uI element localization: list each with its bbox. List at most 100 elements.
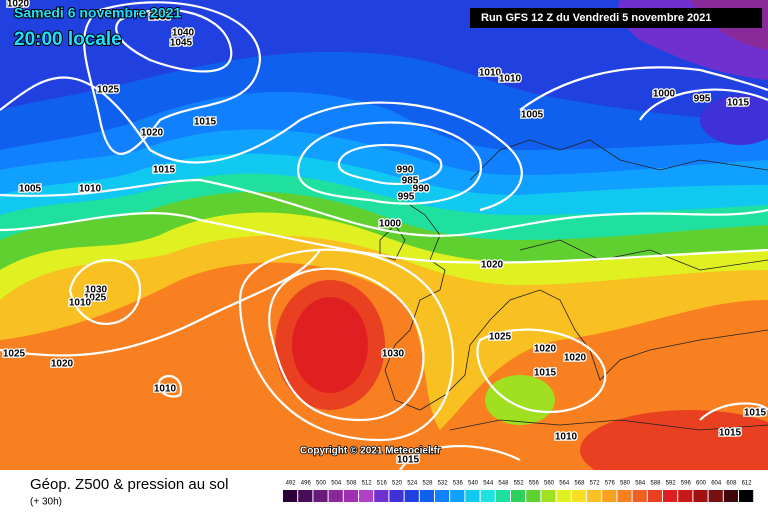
legend-title: Géop. Z500 & pression au sol [30,476,228,493]
isobar-label: 1010 [69,298,92,309]
colorbar-swatch [663,490,678,502]
isobar-label: 1005 [521,110,544,121]
colorbar-swatch [556,490,571,502]
isobar-label: 1010 [154,384,177,395]
isobar-label: 1020 [141,128,164,139]
colorbar-swatch [374,490,389,502]
geopotential-field [0,0,768,490]
isobar-label: 1015 [153,165,176,176]
isobar-label: 1010 [555,432,578,443]
colorbar-swatch [541,490,556,502]
colorbar-label: 540 [468,481,479,487]
isobar-label: 1015 [719,428,742,439]
colorbar-swatch [632,490,647,502]
colorbar-label: 504 [331,481,342,487]
run-info: Run GFS 12 Z du Vendredi 5 novembre 2021 [481,12,711,24]
isobar-label: 1020 [481,260,504,271]
colorbar-swatch [495,490,510,502]
colorbar-label: 508 [346,481,357,487]
colorbar: 492 496 500 504 508 512 516 520 524 528 532 536 540 5… [283,481,754,502]
isobar-label: 1020 [564,353,587,364]
colorbar-label: 556 [529,481,540,487]
colorbar-swatch [480,490,495,502]
isobar-label: 1025 [489,332,512,343]
colorbar-label: 544 [483,481,494,487]
isobar-label: 1030 [382,349,405,360]
isobar-label: 1010 [479,68,502,79]
colorbar-label: 552 [514,481,525,487]
colorbar-label: 520 [392,481,403,487]
isobar-label: 990 [413,184,430,195]
isobar-label: 1025 [3,349,26,360]
colorbar-swatch [343,490,358,502]
colorbar-label: 608 [726,481,737,487]
isobar-label: 1000 [653,89,676,100]
forecast-date: Samedi 6 novembre 2021 [14,5,182,21]
colorbar-label: 536 [453,481,464,487]
colorbar-label: 596 [681,481,692,487]
colorbar-swatch [526,490,541,502]
colorbar-label: 600 [696,481,707,487]
colorbar-swatch [465,490,480,502]
colorbar-swatch [328,490,343,502]
colorbar-label: 516 [377,481,388,487]
colorbar-swatch [404,490,419,502]
colorbar-swatch [723,490,738,502]
colorbar-swatch [708,490,723,502]
isobar-label: 990 [397,165,414,176]
colorbar-swatch [283,490,298,502]
colorbar-label: 496 [301,481,312,487]
colorbar-label: 584 [635,481,646,487]
colorbar-swatch [617,490,632,502]
colorbar-label: 524 [407,481,418,487]
isobar-label: 1030 [85,285,108,296]
lead-time: (+ 30h) [30,497,62,508]
isobar-label: 995 [398,192,415,203]
colorbar-swatch [435,490,450,502]
colorbar-label: 492 [286,481,297,487]
colorbar-swatch [587,490,602,502]
colorbar-swatch [419,490,434,502]
isobar-label: 1025 [97,85,120,96]
isobar-label: 1015 [727,98,750,109]
isobar-label: 1015 [534,368,557,379]
isobar-label: 1020 [7,0,30,10]
copyright: Copyright © 2021 Meteociel.fr [300,446,441,457]
isobar-labels: 1020103010401045102510201015101510101005… [2,0,768,467]
colorbar-swatch [647,490,662,502]
isobar-label: 1020 [534,344,557,355]
colorbar-label: 512 [362,481,373,487]
colorbar-swatch [450,490,465,502]
isobar-label: 1020 [51,359,74,370]
colorbar-swatch [511,490,526,502]
isobar-label: 1040 [172,28,195,39]
colorbar-label: 572 [590,481,601,487]
isobar-label: 1010 [499,74,522,85]
colorbar-swatch [359,490,374,502]
run-box [470,8,762,28]
colorbar-swatch [389,490,404,502]
coastlines [379,139,768,431]
isobar-label: 1015 [397,455,420,466]
colorbar-label: 548 [498,481,509,487]
colorbar-label: 612 [742,481,753,487]
isobar-label: 1025 [84,293,107,304]
isobar-label: 1005 [19,184,42,195]
colorbar-label: 500 [316,481,327,487]
isobar-label: 1045 [170,38,193,49]
colorbar-label: 580 [620,481,631,487]
colorbar-label: 528 [422,481,433,487]
isobar-label: 1015 [194,117,217,128]
colorbar-swatch [678,490,693,502]
colorbar-label: 588 [650,481,661,487]
colorbar-label: 532 [438,481,449,487]
isobar-label: 985 [402,176,419,187]
colorbar-label: 564 [559,481,570,487]
isobar-label: 1015 [744,408,767,419]
colorbar-swatch [739,490,754,502]
isobar-label: 1000 [379,219,402,230]
colorbar-swatch [693,490,708,502]
colorbar-swatch [602,490,617,502]
colorbar-swatch [571,490,586,502]
